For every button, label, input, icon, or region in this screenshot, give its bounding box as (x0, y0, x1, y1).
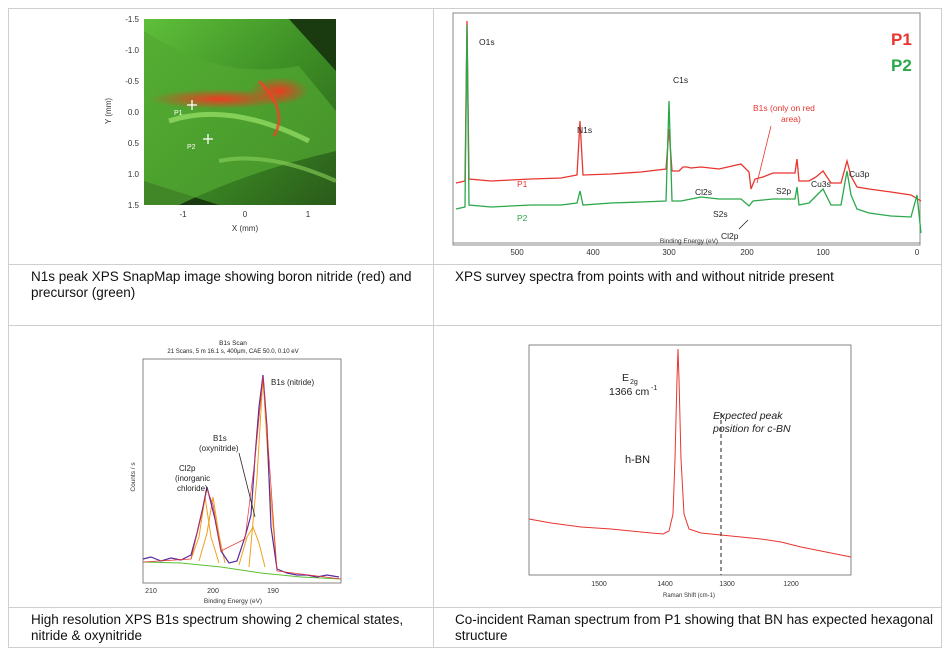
svg-text:Cl2s: Cl2s (695, 187, 712, 197)
x-tick-labels: 1500 1400 1300 1200 (591, 581, 799, 588)
row-divider-1 (9, 264, 941, 265)
svg-text:100: 100 (816, 248, 830, 257)
svg-text:0.5: 0.5 (128, 139, 140, 148)
svg-text:1200: 1200 (783, 581, 799, 588)
x-tick-labels: -1 0 1 (179, 210, 310, 219)
svg-text:O1s: O1s (479, 37, 495, 47)
series-label-p2: P2 (517, 213, 528, 223)
svg-text:C1s: C1s (673, 75, 688, 85)
y-tick-labels: -1.5 -1.0 -0.5 0.0 0.5 1.0 1.5 (125, 15, 139, 210)
raman-chart: E 2g 1366 cm -1 h-BN Expected peak posit… (521, 339, 857, 601)
svg-text:Cu3p: Cu3p (849, 169, 870, 179)
snapmap-image: P1 P2 -1.5 -1.0 -0.5 0.0 0.5 1.0 1.5 -1 … (99, 11, 349, 241)
annot-oxy-2: (oxynitride) (199, 444, 239, 453)
svg-text:1.0: 1.0 (128, 170, 140, 179)
xps-survey-chart: O1s C1s N1s Cl2s S2s Cl2p S2p Cu3s Cu3p … (451, 11, 926, 261)
caption-xps-survey: XPS survey spectra from points with and … (455, 269, 834, 284)
svg-text:Cl2p: Cl2p (721, 231, 739, 241)
figure-table: P1 P2 -1.5 -1.0 -0.5 0.0 0.5 1.0 1.5 -1 … (8, 8, 942, 648)
svg-text:300: 300 (662, 248, 676, 257)
row-divider-2 (9, 325, 941, 326)
peak-label-e: E (622, 372, 629, 384)
svg-text:S2p: S2p (776, 186, 791, 196)
svg-text:1.5: 1.5 (128, 201, 140, 210)
chart-subtitle: 21 Scans, 5 m 16.1 s, 400μm, CAE 50.0, 0… (167, 349, 298, 355)
svg-text:190: 190 (267, 588, 279, 595)
caption-b1s: High resolution XPS B1s spectrum showing… (31, 612, 404, 643)
svg-text:400: 400 (586, 248, 600, 257)
svg-text:0.0: 0.0 (128, 108, 140, 117)
x-axis-label: Binding Energy (eV) (204, 598, 262, 605)
x-axis-label: Binding Energy (eV) (660, 238, 718, 245)
x-tick-labels: 210 200 190 (145, 588, 279, 595)
peak-label-sub: 2g (630, 379, 638, 386)
legend-p2: P2 (891, 56, 912, 75)
point-label-p2: P2 (187, 144, 196, 151)
y-axis-label: Counts / s (130, 462, 137, 492)
annot-oxy-1: B1s (213, 434, 227, 443)
peak-position-sup: -1 (651, 385, 657, 392)
hbn-label: h-BN (625, 454, 650, 466)
legend-p1: P1 (891, 30, 912, 49)
b1s-highres-chart: B1s Scan 21 Scans, 5 m 16.1 s, 400μm, CA… (121, 337, 346, 605)
svg-text:0: 0 (243, 210, 248, 219)
svg-text:200: 200 (740, 248, 754, 257)
x-axis-label: X (mm) (232, 224, 259, 233)
svg-text:-0.5: -0.5 (125, 77, 139, 86)
annot-cl-1: Cl2p (179, 464, 196, 473)
svg-text:1: 1 (306, 210, 311, 219)
chart-title: B1s Scan (219, 340, 247, 347)
svg-text:-1: -1 (179, 210, 187, 219)
caption-raman: Co-incident Raman spectrum from P1 showi… (455, 612, 934, 643)
svg-text:0: 0 (915, 248, 920, 257)
x-axis-label: Raman Shift (cm-1) (663, 593, 715, 599)
svg-text:-1.0: -1.0 (125, 46, 139, 55)
svg-text:210: 210 (145, 588, 157, 595)
svg-text:N1s: N1s (577, 125, 592, 135)
point-label-p1: P1 (174, 110, 183, 117)
b1s-note-line2: area) (781, 114, 801, 124)
caption-snapmap: N1s peak XPS SnapMap image showing boron… (31, 269, 412, 300)
svg-text:1400: 1400 (657, 581, 673, 588)
svg-text:1500: 1500 (591, 581, 607, 588)
x-tick-labels: 500 400 300 200 100 0 (510, 248, 919, 257)
svg-text:S2s: S2s (713, 209, 728, 219)
annot-cl-3: chloride) (177, 484, 208, 493)
peak-labels: O1s C1s N1s Cl2s S2s Cl2p S2p Cu3s Cu3p (479, 37, 870, 241)
svg-text:500: 500 (510, 248, 524, 257)
series-label-p1: P1 (517, 179, 528, 189)
row-divider-3 (9, 607, 941, 608)
expected-line1: Expected peak (713, 410, 783, 422)
svg-text:1300: 1300 (719, 581, 735, 588)
annot-nitride: B1s (nitride) (271, 378, 314, 387)
b1s-note-line1: B1s (only on red (753, 103, 815, 113)
column-divider (433, 9, 434, 647)
y-axis-label: Y (mm) (104, 98, 113, 124)
svg-text:-1.5: -1.5 (125, 15, 139, 24)
svg-text:Cu3s: Cu3s (811, 179, 831, 189)
annot-cl-2: (inorganic (175, 474, 210, 483)
svg-text:200: 200 (207, 588, 219, 595)
peak-position: 1366 cm (609, 386, 650, 398)
expected-line2: position for c-BN (712, 423, 791, 435)
